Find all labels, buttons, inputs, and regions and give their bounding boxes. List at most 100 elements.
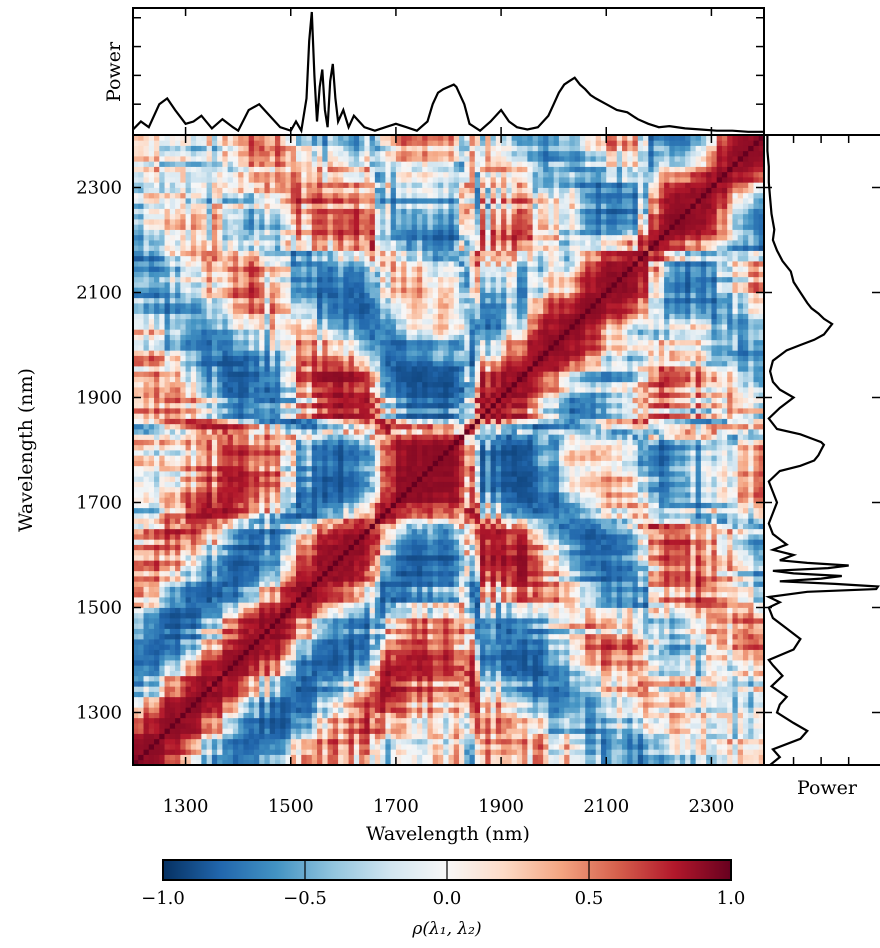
heatmap-cell	[501, 759, 507, 766]
heatmap-cell	[606, 612, 612, 619]
heatmap-cell	[537, 733, 544, 740]
heatmap-cell	[706, 602, 712, 608]
heatmap-cell	[606, 602, 612, 608]
heatmap-cell	[374, 660, 381, 666]
heatmap-cell	[401, 586, 407, 593]
heatmap-cell	[690, 702, 697, 708]
heatmap-cell	[211, 649, 218, 656]
heatmap-cell	[611, 570, 618, 577]
heatmap-cell	[532, 675, 539, 682]
heatmap-cell	[758, 570, 765, 577]
heatmap-cell	[579, 607, 586, 614]
heatmap-cell	[664, 639, 670, 645]
heatmap-cell	[332, 612, 339, 619]
heatmap-cell	[490, 623, 497, 629]
heatmap-cell	[422, 607, 428, 614]
heatmap-cell	[753, 665, 760, 671]
heatmap-cell	[480, 623, 486, 629]
heatmap-cell	[416, 728, 423, 734]
heatmap-cell	[180, 581, 186, 587]
heatmap-cell	[154, 602, 160, 608]
heatmap-cell	[648, 675, 654, 682]
heatmap-cell	[159, 759, 165, 766]
heatmap-cell	[385, 576, 392, 582]
heatmap-cell	[232, 581, 239, 587]
heatmap-cell	[338, 549, 344, 556]
heatmap-cell	[706, 612, 712, 619]
heatmap-cell	[748, 586, 754, 593]
heatmap-cell	[480, 602, 486, 608]
heatmap-cell	[211, 581, 218, 587]
heatmap-cell	[416, 702, 423, 708]
heatmap-cell	[616, 618, 623, 624]
heatmap-cell	[643, 549, 649, 556]
heatmap-cell	[338, 717, 344, 724]
heatmap-cell	[706, 691, 712, 698]
heatmap-cell	[742, 660, 749, 666]
heatmap-cell	[369, 749, 376, 755]
heatmap-cell	[169, 733, 176, 740]
heatmap-cell	[727, 712, 733, 719]
heatmap-cell	[253, 712, 260, 719]
heatmap-cell	[306, 618, 313, 624]
heatmap-cell	[416, 644, 423, 650]
heatmap-cell	[737, 681, 744, 687]
heatmap-cell	[359, 696, 365, 703]
heatmap-cell	[248, 565, 255, 572]
heatmap-cell	[327, 738, 334, 745]
heatmap-cell	[485, 649, 491, 656]
heatmap-cell	[742, 649, 749, 656]
heatmap-cell	[622, 549, 628, 556]
heatmap-cell	[395, 565, 402, 572]
heatmap-cell	[406, 717, 413, 724]
heatmap-cell	[380, 560, 386, 566]
heatmap-cell	[695, 754, 702, 761]
heatmap-cell	[154, 712, 160, 719]
heatmap-cell	[274, 544, 281, 551]
heatmap-cell	[527, 712, 534, 719]
heatmap-cell	[301, 649, 307, 656]
heatmap-cell	[348, 565, 355, 572]
heatmap-cell	[464, 555, 470, 561]
heatmap-cell	[296, 696, 302, 703]
heatmap-cell	[238, 691, 244, 698]
heatmap-cell	[590, 649, 597, 656]
heatmap-cell	[311, 628, 318, 635]
heatmap-cell	[443, 723, 449, 729]
heatmap-cell	[290, 686, 297, 692]
heatmap-cell	[674, 660, 681, 666]
heatmap-cell	[716, 670, 723, 677]
heatmap-cell	[480, 628, 486, 635]
heatmap-cell	[574, 560, 581, 566]
heatmap-cell	[648, 702, 654, 708]
heatmap-cell	[648, 591, 654, 598]
heatmap-cell	[501, 612, 507, 619]
heatmap-cell	[574, 586, 581, 593]
heatmap-cell	[600, 675, 607, 682]
heatmap-cell	[643, 660, 649, 666]
heatmap-cell	[133, 707, 139, 713]
heatmap-cell	[469, 759, 476, 766]
heatmap-cell	[653, 560, 660, 566]
heatmap-cell	[622, 686, 628, 692]
heatmap-cell	[348, 660, 355, 666]
heatmap-cell	[416, 675, 423, 682]
heatmap-cell	[395, 691, 402, 698]
heatmap-cell	[432, 597, 439, 603]
heatmap-cell	[285, 612, 292, 619]
heatmap-cell	[658, 733, 665, 740]
heatmap-cell	[595, 618, 602, 624]
heatmap-cell	[211, 691, 218, 698]
heatmap-cell	[401, 618, 407, 624]
heatmap-cell	[422, 581, 428, 587]
heatmap-cell	[280, 555, 286, 561]
heatmap-cell	[706, 576, 712, 582]
heatmap-cell	[664, 591, 670, 598]
heatmap-cell	[721, 754, 728, 761]
heatmap-cell	[706, 549, 712, 556]
heatmap-cell	[637, 639, 644, 645]
heatmap-cell	[474, 565, 481, 572]
heatmap-cell	[516, 597, 523, 603]
heatmap-cell	[390, 602, 397, 608]
heatmap-cell	[643, 639, 649, 645]
